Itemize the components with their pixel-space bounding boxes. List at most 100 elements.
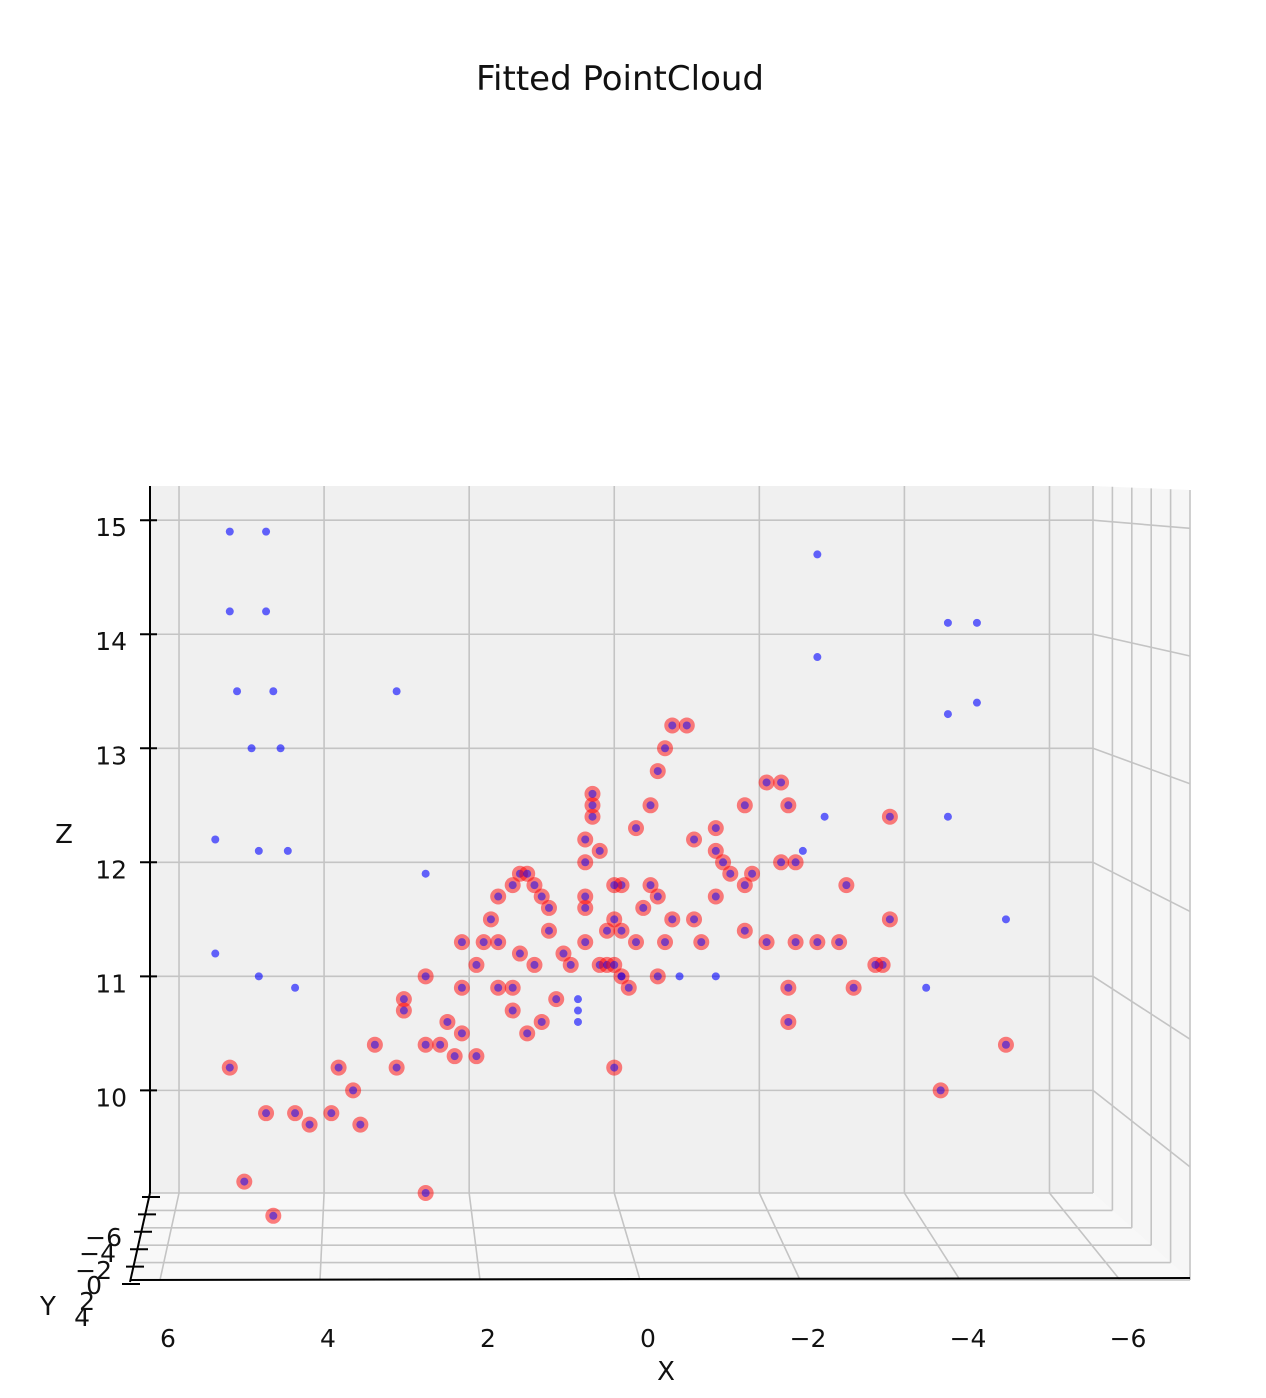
red-point-center bbox=[871, 960, 880, 969]
x-tick-label: 6 bbox=[160, 1324, 176, 1353]
z-side-gridline bbox=[1092, 861, 1191, 913]
red-point-center bbox=[690, 835, 699, 844]
z-tick-label: 14 bbox=[95, 627, 127, 656]
red-point-center bbox=[508, 983, 517, 992]
z-side-gridline bbox=[1092, 519, 1191, 530]
red-point-center bbox=[762, 938, 771, 947]
red-point-center bbox=[508, 881, 517, 890]
red-point-center bbox=[523, 1029, 532, 1038]
blue-point bbox=[813, 653, 822, 662]
red-point-center bbox=[617, 926, 626, 935]
blue-point bbox=[813, 550, 822, 559]
red-point-center bbox=[356, 1120, 365, 1129]
red-point-center bbox=[515, 949, 524, 958]
red-point-center bbox=[486, 915, 495, 924]
red-point-center bbox=[646, 801, 655, 810]
blue-point bbox=[233, 687, 242, 696]
red-point-center bbox=[472, 1052, 481, 1061]
red-point-center bbox=[682, 721, 691, 730]
x-tick-label: −4 bbox=[950, 1324, 987, 1353]
red-point-center bbox=[581, 892, 590, 901]
blue-point bbox=[943, 618, 952, 627]
right-pane bbox=[1093, 486, 1190, 1280]
blue-point bbox=[276, 744, 285, 753]
red-point-center bbox=[581, 903, 590, 912]
x-tick-label: 0 bbox=[640, 1324, 656, 1353]
red-point-center bbox=[240, 1177, 249, 1186]
red-point-center bbox=[399, 1006, 408, 1015]
red-point-center bbox=[421, 972, 430, 981]
z-tick-label: 12 bbox=[95, 855, 127, 884]
y-tick-label: −2 bbox=[75, 1256, 112, 1285]
z-tick-label: 15 bbox=[95, 513, 127, 542]
blue-point bbox=[943, 812, 952, 821]
blue-point bbox=[211, 949, 220, 958]
blue-point bbox=[392, 687, 401, 696]
red-point-center bbox=[494, 983, 503, 992]
points-layer bbox=[211, 527, 1014, 1224]
red-point-center bbox=[305, 1120, 314, 1129]
red-point-center bbox=[936, 1086, 945, 1095]
pane-group bbox=[130, 486, 1190, 1280]
z-axis-label: Z bbox=[55, 820, 73, 850]
red-point-center bbox=[523, 869, 532, 878]
x-floor-gridline bbox=[903, 1192, 961, 1281]
red-point-center bbox=[566, 960, 575, 969]
red-point-center bbox=[327, 1109, 336, 1118]
red-point-center bbox=[349, 1086, 358, 1095]
red-point-center bbox=[784, 983, 793, 992]
red-point-center bbox=[588, 801, 597, 810]
red-point-center bbox=[537, 1017, 546, 1026]
z-side-gridline bbox=[1092, 975, 1191, 1040]
red-point-center bbox=[791, 858, 800, 867]
blue-point bbox=[262, 607, 271, 616]
blue-point bbox=[972, 698, 981, 707]
red-point-center bbox=[457, 1029, 466, 1038]
red-point-center bbox=[262, 1109, 271, 1118]
blue-point bbox=[922, 983, 931, 992]
x-floor-gridline bbox=[319, 1192, 325, 1281]
red-point-center bbox=[646, 881, 655, 890]
back-pane bbox=[150, 486, 1093, 1193]
red-point-center bbox=[494, 938, 503, 947]
y-tick-label: −6 bbox=[85, 1223, 122, 1252]
blue-point bbox=[711, 972, 720, 981]
y-axis-label: Y bbox=[39, 1292, 56, 1322]
red-point-center bbox=[842, 881, 851, 890]
x-floor-gridline bbox=[468, 1192, 481, 1281]
red-point-center bbox=[617, 972, 626, 981]
blue-point bbox=[262, 527, 271, 536]
red-point-center bbox=[479, 938, 488, 947]
x-tick-label: 2 bbox=[480, 1324, 496, 1353]
red-point-center bbox=[784, 801, 793, 810]
red-point-center bbox=[225, 1063, 234, 1072]
red-point-center bbox=[813, 938, 822, 947]
z-side-gridline bbox=[1092, 633, 1191, 657]
red-point-center bbox=[457, 983, 466, 992]
red-point-center bbox=[421, 1189, 430, 1197]
red-point-center bbox=[1001, 1040, 1010, 1049]
blue-point bbox=[283, 846, 292, 855]
red-point-center bbox=[777, 858, 786, 867]
red-point-center bbox=[457, 938, 466, 947]
blue-point bbox=[943, 710, 952, 719]
blue-point bbox=[820, 812, 829, 821]
red-point-center bbox=[588, 812, 597, 821]
blue-point bbox=[269, 687, 278, 696]
red-point-center bbox=[668, 721, 677, 730]
z-tick-label: 11 bbox=[95, 969, 127, 998]
red-point-center bbox=[588, 789, 597, 798]
x-axis-line bbox=[129, 1277, 1191, 1281]
red-point-center bbox=[581, 835, 590, 844]
blue-point bbox=[421, 869, 430, 878]
red-point-center bbox=[777, 778, 786, 787]
red-point-center bbox=[610, 915, 619, 924]
z-side-gridline bbox=[1092, 1089, 1191, 1168]
red-point-center bbox=[632, 824, 641, 833]
red-point-center bbox=[610, 960, 619, 969]
blue-point bbox=[254, 972, 263, 981]
y-tick-label: 4 bbox=[74, 1303, 90, 1332]
x-tick-label: −6 bbox=[1110, 1324, 1147, 1353]
